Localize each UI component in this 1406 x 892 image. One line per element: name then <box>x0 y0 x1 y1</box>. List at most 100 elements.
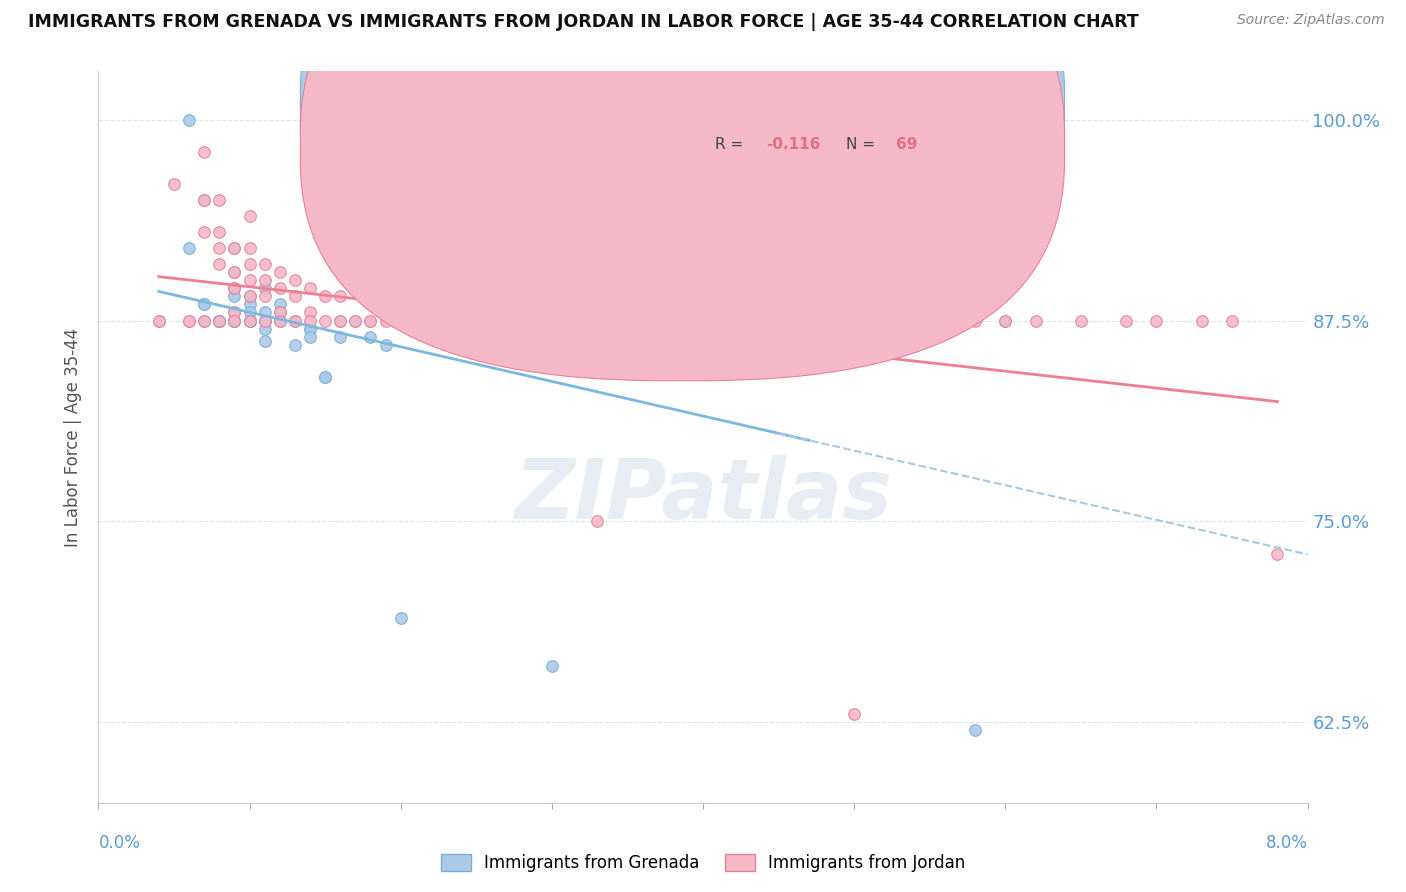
Point <box>314 369 336 384</box>
Text: R =: R = <box>716 137 748 152</box>
Point <box>148 313 170 327</box>
Point <box>269 281 291 295</box>
Point <box>269 313 291 327</box>
Point <box>208 313 231 327</box>
Point <box>782 313 804 327</box>
Text: N =: N = <box>845 137 880 152</box>
Text: -0.311: -0.311 <box>766 98 820 113</box>
Point <box>179 241 201 255</box>
Point <box>148 313 170 327</box>
Point <box>163 177 186 191</box>
Point <box>208 241 231 255</box>
Point <box>193 193 215 207</box>
Point <box>541 313 564 327</box>
Point <box>269 305 291 319</box>
Point <box>360 313 382 327</box>
Point <box>329 313 352 327</box>
Point <box>224 313 246 327</box>
Point <box>495 313 517 327</box>
Point <box>239 313 262 327</box>
Point <box>193 313 215 327</box>
Point <box>662 313 685 327</box>
Point <box>253 305 276 319</box>
Point <box>1146 313 1168 327</box>
Point <box>269 313 291 327</box>
Point <box>193 297 215 311</box>
Point <box>253 289 276 303</box>
Point <box>224 305 246 319</box>
Point <box>329 313 352 327</box>
Text: 69: 69 <box>897 137 918 152</box>
Point <box>284 313 307 327</box>
Point <box>239 313 262 327</box>
Point <box>389 611 412 625</box>
Point <box>420 313 443 327</box>
Point <box>253 313 276 327</box>
Point <box>179 112 201 127</box>
Point <box>224 241 246 255</box>
Point <box>239 305 262 319</box>
Point <box>737 313 759 327</box>
Point <box>344 313 367 327</box>
Point <box>224 265 246 279</box>
Point <box>284 289 307 303</box>
Text: -0.116: -0.116 <box>766 137 820 152</box>
Point <box>1220 313 1243 327</box>
Point <box>239 257 262 271</box>
Point <box>314 289 336 303</box>
Point <box>269 305 291 319</box>
Point <box>253 257 276 271</box>
Point <box>844 707 866 722</box>
Point <box>360 313 382 327</box>
Point <box>586 515 609 529</box>
Point <box>208 313 231 327</box>
Text: 8.0%: 8.0% <box>1265 834 1308 852</box>
Point <box>193 297 215 311</box>
Text: 0.0%: 0.0% <box>98 834 141 852</box>
Point <box>239 289 262 303</box>
Point <box>239 273 262 287</box>
Point <box>208 313 231 327</box>
Point <box>299 313 322 327</box>
Point <box>193 225 215 239</box>
Point <box>239 209 262 223</box>
Point <box>1115 313 1137 327</box>
Point <box>239 289 262 303</box>
Point <box>965 723 987 738</box>
Text: ZIPatlas: ZIPatlas <box>515 455 891 536</box>
Text: IMMIGRANTS FROM GRENADA VS IMMIGRANTS FROM JORDAN IN LABOR FORCE | AGE 35-44 COR: IMMIGRANTS FROM GRENADA VS IMMIGRANTS FR… <box>28 13 1139 31</box>
Point <box>208 313 231 327</box>
Point <box>541 659 564 673</box>
Point <box>253 313 276 327</box>
Point <box>253 313 276 327</box>
Point <box>284 313 307 327</box>
Point <box>1267 547 1289 561</box>
Point <box>208 313 231 327</box>
Point <box>465 313 488 327</box>
Text: R =: R = <box>716 98 748 113</box>
Point <box>253 321 276 335</box>
Point <box>239 297 262 311</box>
Point <box>193 193 215 207</box>
Point <box>314 313 336 327</box>
Point <box>405 313 427 327</box>
Point <box>1024 313 1046 327</box>
Point <box>179 313 201 327</box>
Point <box>224 289 246 303</box>
Point <box>450 313 472 327</box>
Point <box>374 337 396 351</box>
Point <box>299 321 322 335</box>
Point <box>193 313 215 327</box>
Point <box>360 329 382 343</box>
Point <box>465 313 488 327</box>
Point <box>193 145 215 159</box>
FancyBboxPatch shape <box>648 82 963 170</box>
Point <box>329 329 352 343</box>
Point <box>208 313 231 327</box>
Legend: Immigrants from Grenada, Immigrants from Jordan: Immigrants from Grenada, Immigrants from… <box>434 847 972 879</box>
Point <box>1191 313 1213 327</box>
Point <box>314 369 336 384</box>
Point <box>224 313 246 327</box>
Point <box>224 305 246 319</box>
Point <box>224 313 246 327</box>
